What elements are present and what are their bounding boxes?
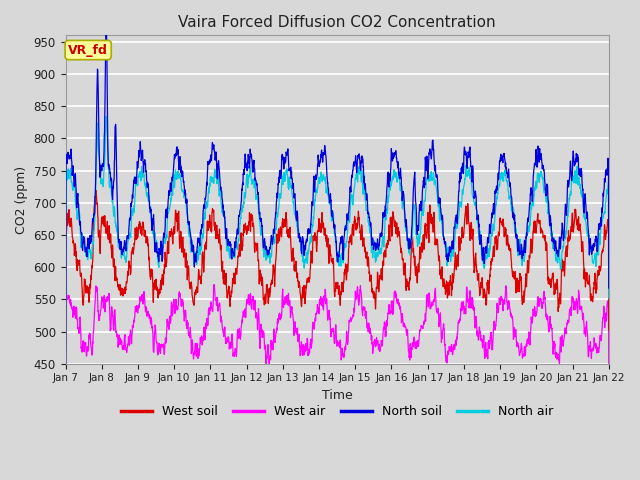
Y-axis label: CO2 (ppm): CO2 (ppm) <box>15 166 28 234</box>
Legend: West soil, West air, North soil, North air: West soil, West air, North soil, North a… <box>116 400 558 423</box>
X-axis label: Time: Time <box>322 389 353 402</box>
Text: VR_fd: VR_fd <box>68 44 108 57</box>
Title: Vaira Forced Diffusion CO2 Concentration: Vaira Forced Diffusion CO2 Concentration <box>179 15 496 30</box>
